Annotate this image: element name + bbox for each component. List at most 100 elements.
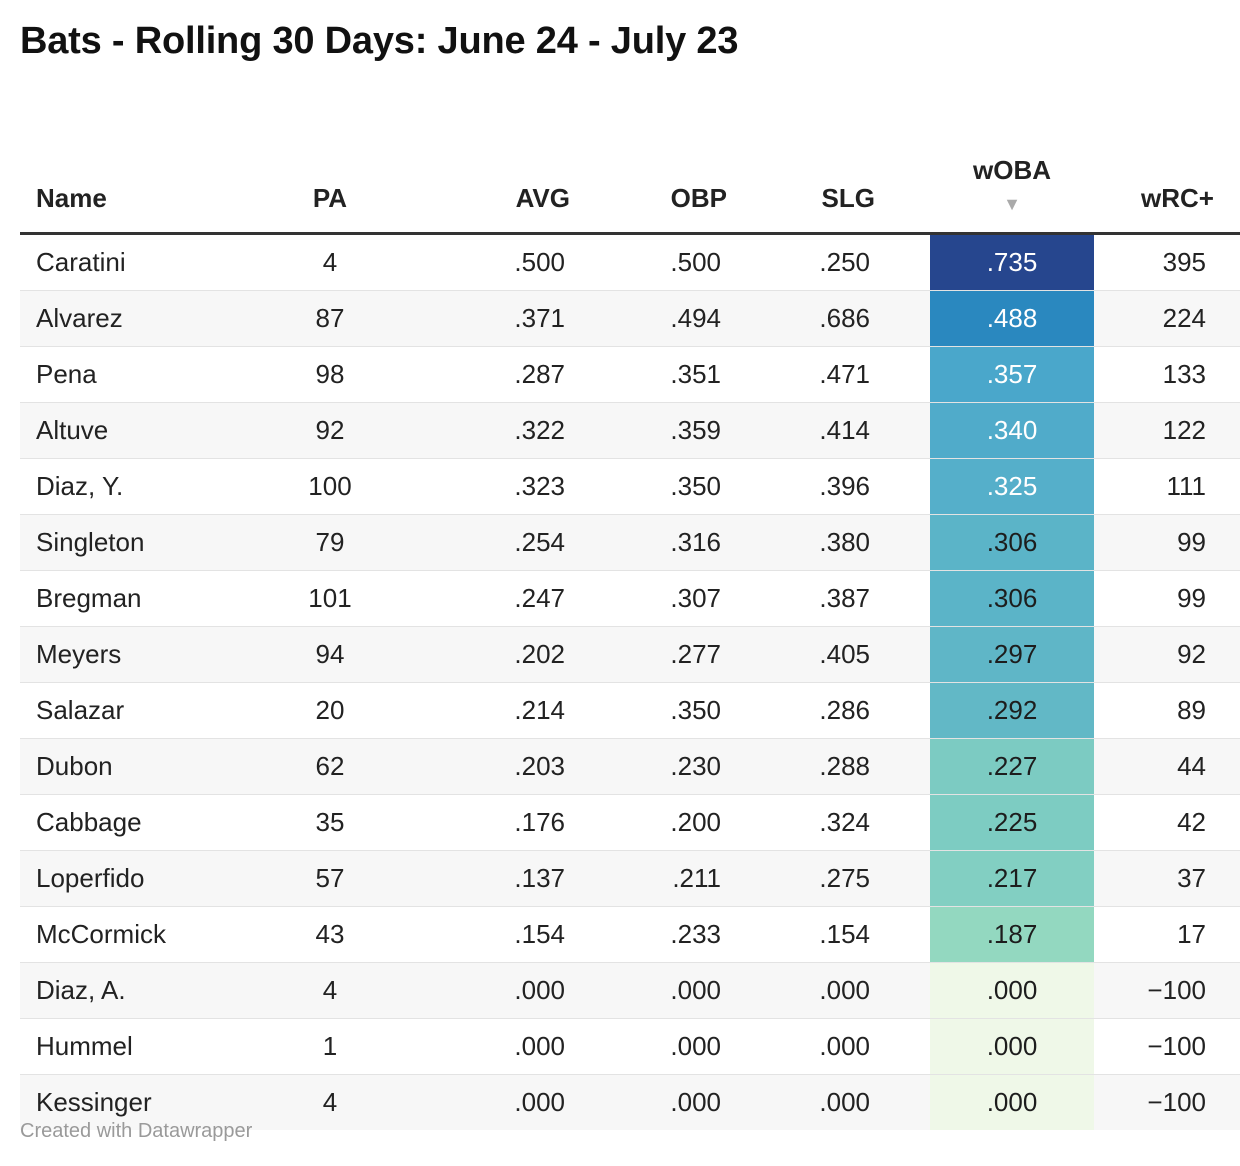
cell-slg: .405 [735, 626, 930, 683]
cell-obp: .307 [625, 570, 735, 627]
cell-obp: .233 [625, 906, 735, 963]
table-row: McCormick 43.154.233.154.187 17 [20, 906, 1240, 963]
column-header-slg[interactable]: SLG [735, 120, 930, 235]
cell-slg: .286 [735, 682, 930, 739]
cell-obp: .350 [625, 458, 735, 515]
column-header-wrc[interactable]: wRC+ [1094, 120, 1240, 235]
cell-name: Pena [20, 346, 230, 403]
cell-woba: .187 [930, 906, 1094, 963]
cell-name: Hummel [20, 1018, 230, 1075]
cell-pa: 57 [230, 850, 430, 907]
cell-name: Altuve [20, 402, 230, 459]
cell-obp: .500 [625, 233, 735, 291]
cell-pa: 101 [230, 570, 430, 627]
table-row: Bregman 101.247.307.387.306 99 [20, 570, 1240, 627]
cell-obp: .494 [625, 290, 735, 347]
cell-woba: .306 [930, 570, 1094, 627]
column-header-woba[interactable]: wOBA ▼ [930, 120, 1094, 235]
table-row: Dubon 62.203.230.288.227 44 [20, 738, 1240, 795]
cell-name: Kessinger [20, 1074, 230, 1130]
cell-woba: .292 [930, 682, 1094, 739]
cell-name: Cabbage [20, 794, 230, 851]
cell-obp: .000 [625, 1018, 735, 1075]
cell-obp: .350 [625, 682, 735, 739]
cell-avg: .323 [430, 458, 625, 515]
column-header-name[interactable]: Name [20, 120, 230, 235]
cell-name: Diaz, A. [20, 962, 230, 1019]
cell-pa: 35 [230, 794, 430, 851]
cell-woba: .306 [930, 514, 1094, 571]
page-title: Bats - Rolling 30 Days: June 24 - July 2… [20, 20, 739, 62]
cell-woba: .297 [930, 626, 1094, 683]
cell-obp: .230 [625, 738, 735, 795]
cell-wrc: 37 [1094, 850, 1240, 907]
column-header-pa[interactable]: PA [230, 120, 430, 235]
cell-pa: 62 [230, 738, 430, 795]
table-row: Alvarez 87.371.494.686.488 224 [20, 290, 1240, 347]
cell-wrc: 122 [1094, 402, 1240, 459]
column-header-obp[interactable]: OBP [625, 120, 735, 235]
cell-name: Dubon [20, 738, 230, 795]
cell-pa: 87 [230, 290, 430, 347]
cell-wrc: 44 [1094, 738, 1240, 795]
cell-slg: .324 [735, 794, 930, 851]
cell-wrc: 99 [1094, 514, 1240, 571]
cell-pa: 100 [230, 458, 430, 515]
cell-woba: .225 [930, 794, 1094, 851]
cell-pa: 79 [230, 514, 430, 571]
cell-name: Salazar [20, 682, 230, 739]
cell-woba: .340 [930, 402, 1094, 459]
cell-slg: .396 [735, 458, 930, 515]
cell-obp: .351 [625, 346, 735, 403]
cell-name: Loperfido [20, 850, 230, 907]
cell-avg: .214 [430, 682, 625, 739]
cell-woba: .000 [930, 1018, 1094, 1075]
table-row: Diaz, A. 4.000.000.000.000 −100 [20, 962, 1240, 1019]
cell-slg: .154 [735, 906, 930, 963]
cell-pa: 43 [230, 906, 430, 963]
cell-name: Diaz, Y. [20, 458, 230, 515]
cell-slg: .471 [735, 346, 930, 403]
cell-wrc: −100 [1094, 962, 1240, 1019]
cell-pa: 4 [230, 233, 430, 291]
table-row: Meyers 94.202.277.405.297 92 [20, 626, 1240, 683]
cell-avg: .254 [430, 514, 625, 571]
cell-pa: 92 [230, 402, 430, 459]
cell-slg: .000 [735, 1074, 930, 1130]
cell-name: Caratini [20, 233, 230, 291]
cell-avg: .202 [430, 626, 625, 683]
column-header-avg[interactable]: AVG [430, 120, 625, 235]
cell-obp: .200 [625, 794, 735, 851]
cell-avg: .287 [430, 346, 625, 403]
cell-avg: .203 [430, 738, 625, 795]
cell-name: Singleton [20, 514, 230, 571]
cell-name: McCormick [20, 906, 230, 963]
cell-obp: .316 [625, 514, 735, 571]
sort-descending-icon: ▼ [1003, 194, 1021, 214]
cell-avg: .322 [430, 402, 625, 459]
cell-avg: .247 [430, 570, 625, 627]
table-row: Loperfido 57.137.211.275.217 37 [20, 850, 1240, 907]
cell-obp: .211 [625, 850, 735, 907]
cell-pa: 94 [230, 626, 430, 683]
cell-slg: .250 [735, 233, 930, 291]
cell-woba: .488 [930, 290, 1094, 347]
cell-slg: .275 [735, 850, 930, 907]
table-row: Hummel 1.000.000.000.000 −100 [20, 1018, 1240, 1075]
cell-wrc: 92 [1094, 626, 1240, 683]
cell-woba: .000 [930, 962, 1094, 1019]
cell-woba: .357 [930, 346, 1094, 403]
cell-slg: .387 [735, 570, 930, 627]
cell-wrc: 99 [1094, 570, 1240, 627]
column-header-woba-label: wOBA [973, 155, 1051, 185]
cell-woba: .217 [930, 850, 1094, 907]
cell-avg: .154 [430, 906, 625, 963]
cell-pa: 98 [230, 346, 430, 403]
cell-slg: .380 [735, 514, 930, 571]
cell-wrc: 111 [1094, 458, 1240, 515]
cell-obp: .359 [625, 402, 735, 459]
cell-obp: .277 [625, 626, 735, 683]
cell-slg: .414 [735, 402, 930, 459]
cell-slg: .000 [735, 962, 930, 1019]
cell-avg: .500 [430, 233, 625, 291]
